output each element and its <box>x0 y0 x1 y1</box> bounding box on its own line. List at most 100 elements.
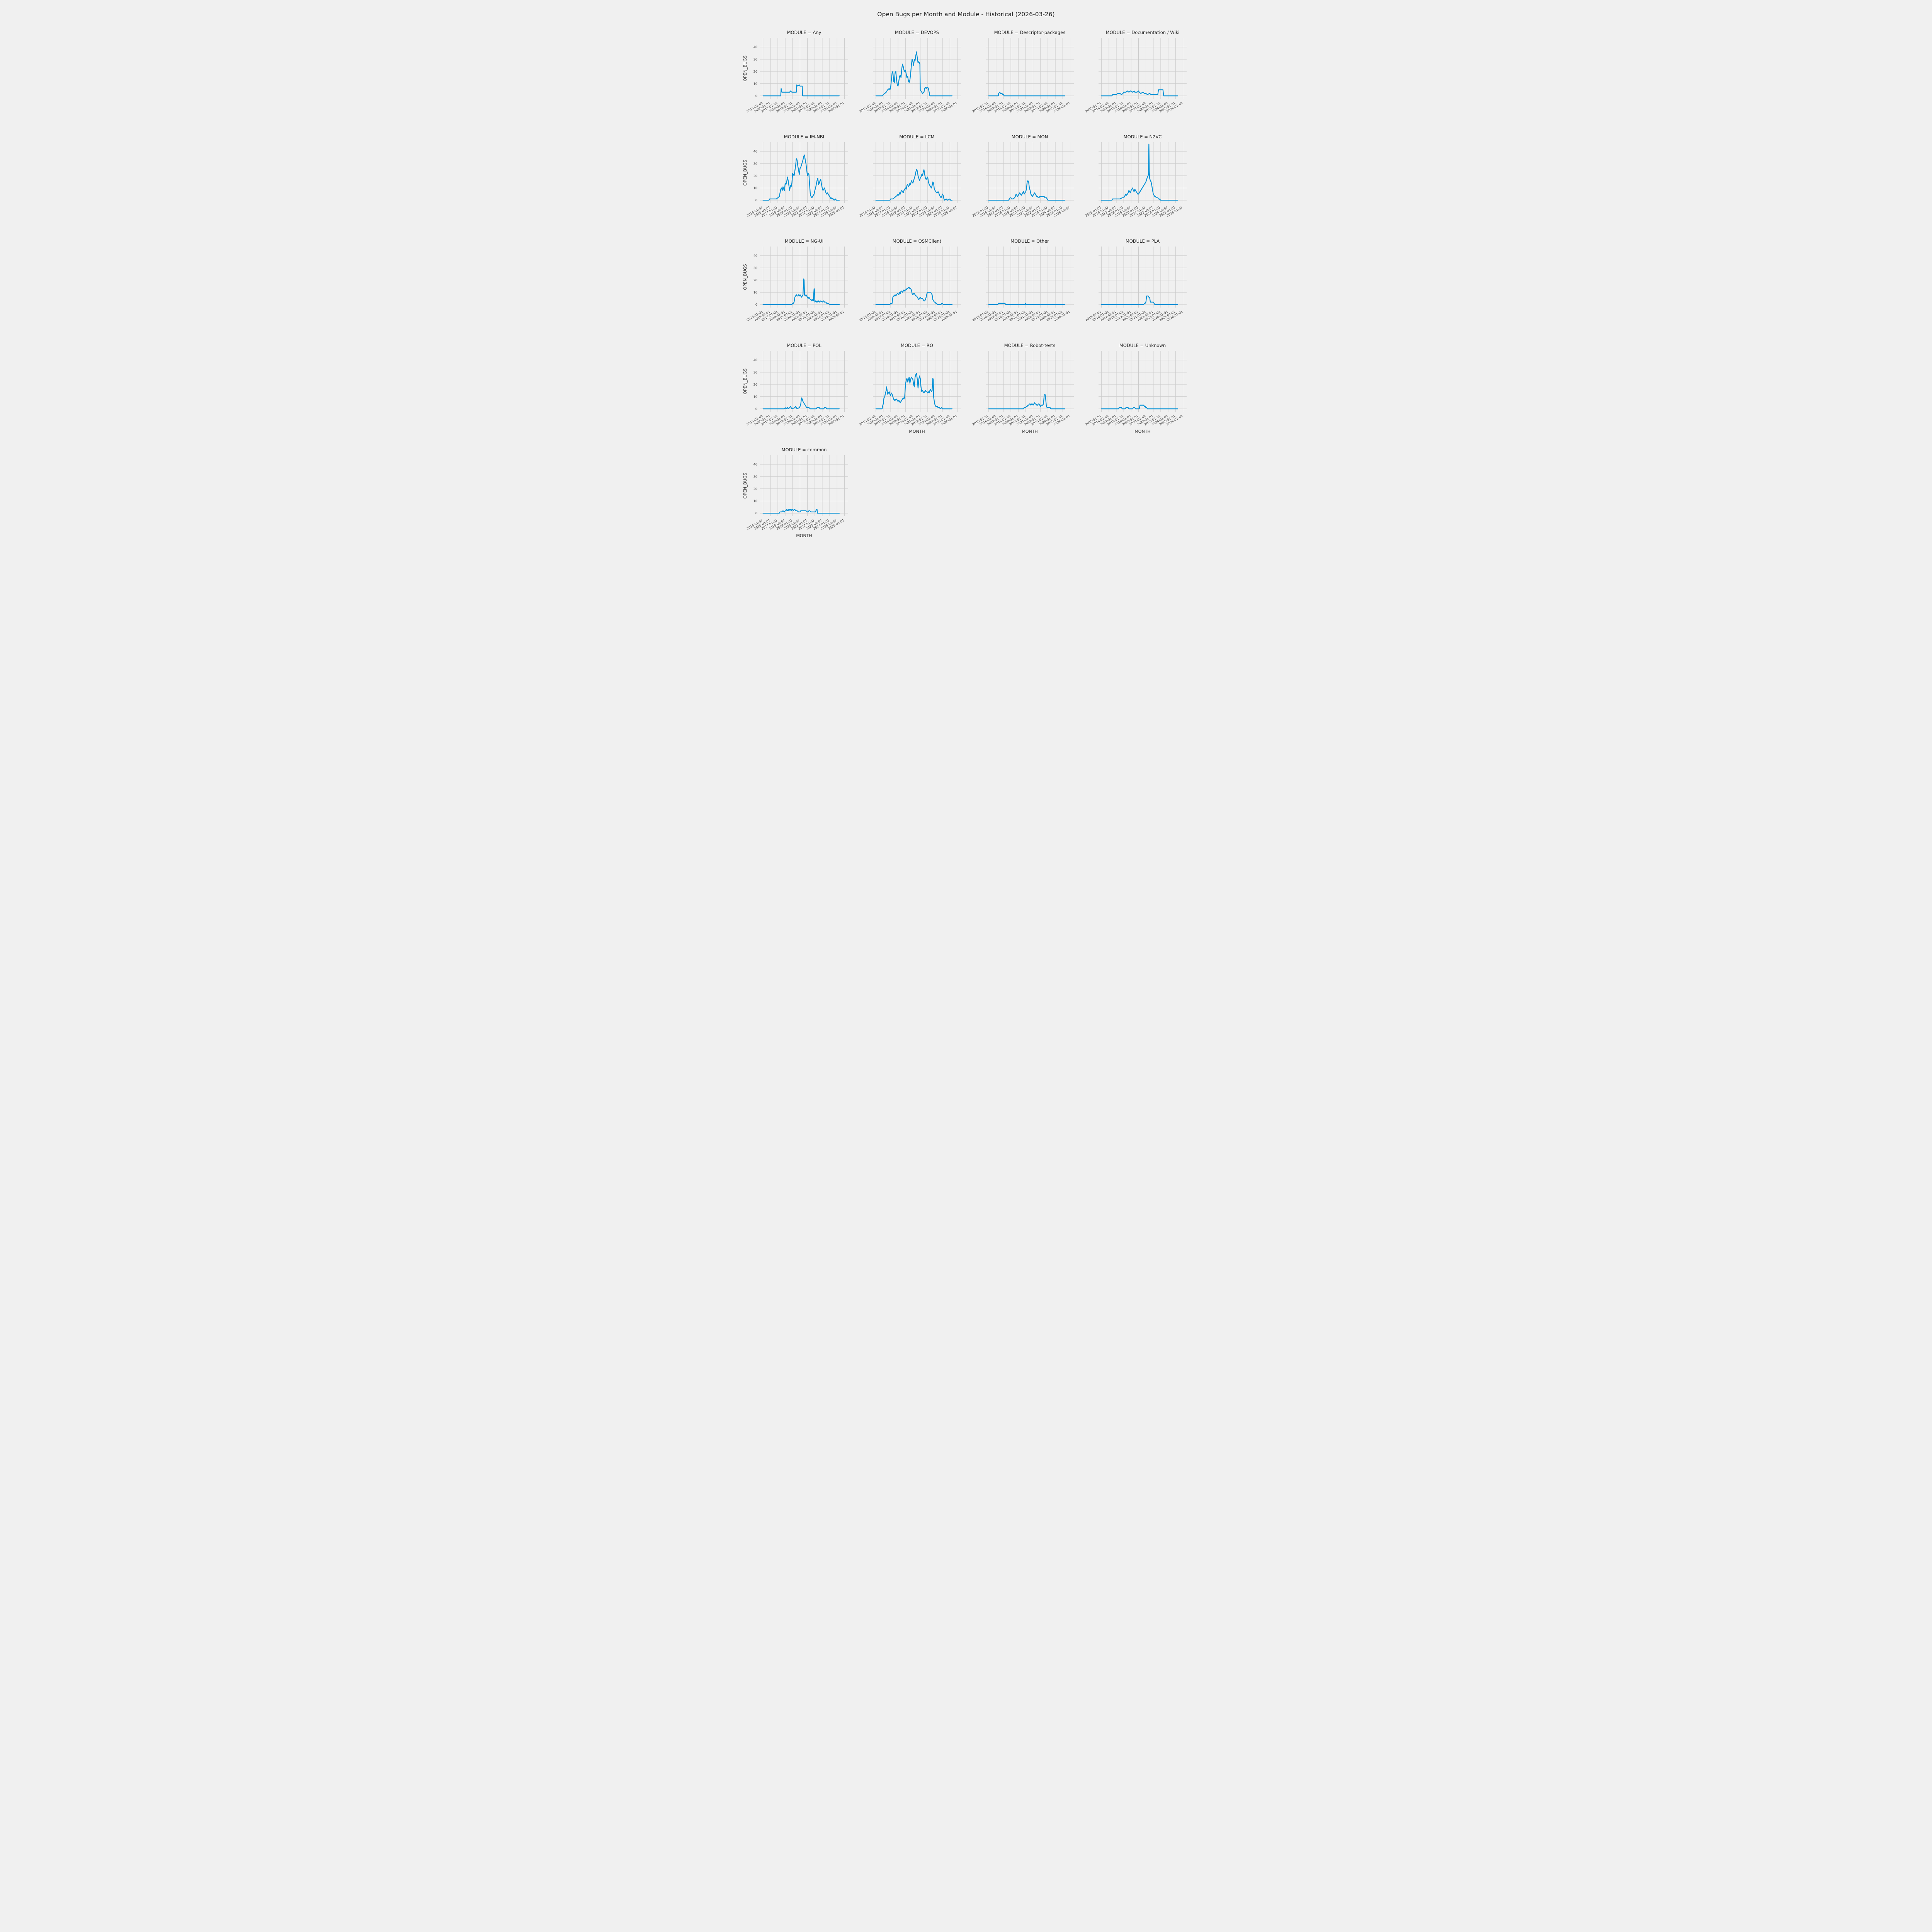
facet-plot: MODULE = Unknown 2015-01-012016-01-012017… <box>1085 343 1187 434</box>
facet-other: MODULE = Other 2015-01-01 2016-01-01 2017-0… <box>968 237 1077 330</box>
gridlines <box>873 142 961 203</box>
facet-plot: MODULE = RO 2015-01-012016-01-012017-01-0… <box>859 343 961 434</box>
facet-title: MODULE = IM-NBI <box>784 134 824 139</box>
facet-title: MODULE = Unknown <box>1119 343 1166 348</box>
line-series <box>875 169 953 201</box>
y-tick-labels: 0 10 20 30 40 <box>753 150 757 202</box>
svg-text:30: 30 <box>753 266 757 270</box>
figure-title: Open Bugs per Month and Module - Histori… <box>877 11 1055 18</box>
x-tick-labels: 2015-01-012016-01-012017-01-012018-01-01… <box>746 206 845 218</box>
svg-text:20: 20 <box>753 279 757 282</box>
x-tick-labels: 2015-01-012016-01-012017-01-012018-01-01… <box>859 310 957 322</box>
x-tick-labels: 2015-01-012016-01-012017-01-012018-01-01… <box>746 519 845 531</box>
svg-text:40: 40 <box>753 359 757 362</box>
line-series <box>762 278 840 305</box>
svg-text:10: 10 <box>753 82 757 86</box>
x-tick-labels: 2015-01-012016-01-012017-01-012018-01-01… <box>972 414 1070 426</box>
x-tick-labels: 2015-01-012016-01-012017-01-012018-01-01… <box>859 206 957 218</box>
y-axis-label: OPEN_BUGS <box>743 473 748 498</box>
x-axis-label: MONTH <box>1134 429 1150 434</box>
facet-n2vc: MODULE = N2VC 2015-01-01 2016-01-01 2017-01… <box>1081 133 1190 226</box>
x-tick-labels: 2015-01-012016-01-012017-01-012018-01-01… <box>972 206 1070 218</box>
svg-text:30: 30 <box>753 58 757 61</box>
line-series <box>988 180 1066 201</box>
x-tick-labels: 2015-01-012016-01-012017-01-012018-01-01… <box>972 101 1070 113</box>
x-tick-labels: 2015-01-012016-01-012017-01-012018-01-01… <box>746 414 845 426</box>
facet-documentation-wiki: MODULE = Documentation / Wiki 2015-01-01 2… <box>1081 29 1190 121</box>
facet-plot: MODULE = Other 2015-01-012016-01-012017-0… <box>972 238 1074 322</box>
plot-background <box>1099 38 1187 99</box>
facet-plot: MODULE = DEVOPS 2015-01-012016-01-012017-… <box>859 30 961 113</box>
x-axis-label: MONTH <box>1022 429 1037 434</box>
svg-text:10: 10 <box>753 500 757 503</box>
facet-title: MODULE = Descriptor-packages <box>994 30 1066 35</box>
facet-pla: MODULE = PLA 2015-01-01 2016-01-01 2017-01-… <box>1081 237 1190 330</box>
x-tick-labels: 2015-01-012016-01-012017-01-012018-01-01… <box>746 101 845 113</box>
line-series <box>762 509 840 514</box>
facet-title: MODULE = PLA <box>1126 238 1160 244</box>
svg-text:0: 0 <box>755 303 757 306</box>
facet-plot: MODULE = PLA 2015-01-012016-01-012017-01-… <box>1085 238 1187 322</box>
gridlines <box>873 38 961 99</box>
facet-unknown: MODULE = Unknown 2015-01-01 2016-01-01 2017… <box>1081 342 1190 434</box>
facet-plot: MODULE = NG-UI 2015-01-012016-01-012017-0… <box>743 238 848 322</box>
gridlines <box>1099 247 1187 308</box>
y-tick-labels: 0 10 20 30 40 <box>753 463 757 515</box>
svg-text:30: 30 <box>753 475 757 478</box>
facet-plot: MODULE = POL 2015-01-012016-01-012017-01-… <box>743 343 848 426</box>
x-tick-labels: 2015-01-012016-01-012017-01-012018-01-01… <box>746 310 845 322</box>
facet-plot: MODULE = MON 2015-01-012016-01-012017-01-… <box>972 134 1074 218</box>
x-tick-labels: 2015-01-012016-01-012017-01-012018-01-01… <box>859 414 957 426</box>
line-series <box>762 84 840 97</box>
plot-background <box>986 351 1074 412</box>
gridlines <box>760 142 848 203</box>
svg-text:0: 0 <box>755 512 757 515</box>
facet-plot: MODULE = N2VC 2015-01-012016-01-012017-01… <box>1085 134 1187 218</box>
gridlines <box>1099 38 1187 99</box>
plot-background <box>1099 351 1187 412</box>
plot-background <box>873 38 961 99</box>
facet-title: MODULE = Other <box>1010 238 1049 244</box>
plot-background <box>1099 142 1187 203</box>
line-series <box>1101 295 1179 305</box>
svg-text:30: 30 <box>753 371 757 374</box>
facet-title: MODULE = LCM <box>899 134 934 139</box>
x-tick-labels: 2015-01-012016-01-012017-01-012018-01-01… <box>859 101 957 113</box>
facet-plot: MODULE = OSMClient 2015-01-012016-01-0120… <box>859 238 961 322</box>
svg-text:20: 20 <box>753 487 757 491</box>
gridlines <box>986 142 1074 203</box>
svg-text:30: 30 <box>753 162 757 165</box>
facet-robot-tests: MODULE = Robot-tests 2015-01-01 2016-01-01… <box>968 342 1077 434</box>
line-series <box>1101 405 1179 410</box>
plot-background <box>760 38 848 99</box>
svg-text:0: 0 <box>755 94 757 98</box>
facet-title: MODULE = N2VC <box>1124 134 1162 139</box>
line-series <box>988 303 1066 305</box>
y-axis-label: OPEN_BUGS <box>743 264 748 290</box>
x-tick-labels: 2015-01-012016-01-012017-01-012018-01-01… <box>1085 414 1183 426</box>
gridlines <box>760 38 848 99</box>
svg-text:10: 10 <box>753 187 757 190</box>
x-tick-labels: 2015-01-012016-01-012017-01-012018-01-01… <box>1085 310 1183 322</box>
plot-background <box>760 247 848 308</box>
facet-title: MODULE = Robot-tests <box>1004 343 1055 348</box>
x-tick-labels: 2015-01-012016-01-012017-01-012018-01-01… <box>972 310 1070 322</box>
facet-im-nbi: MODULE = IM-NBI 2015-01-01 2016-01-01 2017-… <box>742 133 851 226</box>
y-axis-label: OPEN_BUGS <box>743 160 748 185</box>
plot-background <box>873 142 961 203</box>
svg-text:0: 0 <box>755 407 757 411</box>
facet-plot: MODULE = LCM 2015-01-012016-01-012017-01-… <box>859 134 961 218</box>
facet-ng-ui: MODULE = NG-UI 2015-01-01 2016-01-01 2017-0… <box>742 237 851 330</box>
plot-background <box>986 247 1074 308</box>
x-axis-label: MONTH <box>909 429 925 434</box>
line-series <box>988 92 1066 97</box>
svg-text:40: 40 <box>753 46 757 49</box>
facet-devops: MODULE = DEVOPS 2015-01-01 2016-01-01 2017-… <box>855 29 964 121</box>
facet-title: MODULE = POL <box>787 343 821 348</box>
x-tick-labels: 2015-01-012016-01-012017-01-012018-01-01… <box>1085 101 1183 113</box>
facet-descriptor-packages: MODULE = Descriptor-packages 2015-01-01 20… <box>968 29 1077 121</box>
facet-plot: MODULE = Documentation / Wiki 2015-01-012… <box>1085 30 1187 113</box>
svg-text:20: 20 <box>753 383 757 386</box>
facet-title: MODULE = common <box>782 447 827 452</box>
svg-text:10: 10 <box>753 395 757 399</box>
